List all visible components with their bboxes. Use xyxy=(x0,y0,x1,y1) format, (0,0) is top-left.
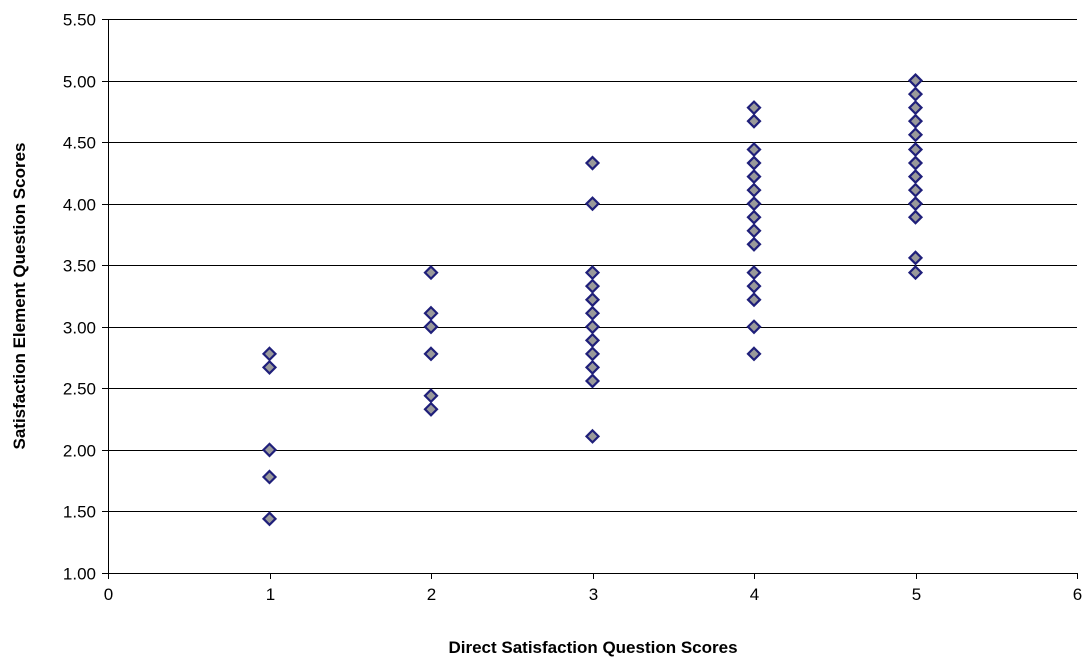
data-point xyxy=(584,278,601,294)
x-tick-label: 4 xyxy=(750,585,759,604)
data-point xyxy=(746,141,762,158)
data-point xyxy=(907,196,924,212)
data-point xyxy=(746,169,762,185)
data-point xyxy=(261,346,278,362)
data-point xyxy=(423,319,439,335)
y-tick-label: 1.00 xyxy=(63,565,96,584)
data-point xyxy=(907,141,924,158)
data-point xyxy=(584,346,601,362)
y-tick-label: 4.50 xyxy=(63,134,96,153)
y-tick-label: 2.00 xyxy=(63,442,96,461)
y-tick-label: 2.50 xyxy=(63,380,96,399)
y-axis-title: Satisfaction Element Question Scores xyxy=(10,142,29,449)
data-point xyxy=(746,236,762,252)
data-point xyxy=(746,113,762,129)
data-point xyxy=(584,305,601,321)
x-axis-title: Direct Satisfaction Question Scores xyxy=(448,638,737,657)
data-point xyxy=(746,100,762,116)
data-point xyxy=(261,469,278,485)
data-point xyxy=(261,442,278,458)
data-point xyxy=(423,265,439,281)
x-tick-label: 1 xyxy=(266,585,275,604)
data-point xyxy=(261,511,278,527)
data-point xyxy=(907,209,924,225)
y-tick-label: 4.00 xyxy=(63,196,96,215)
y-tick-labels: 1.00 1.50 2.00 2.50 3.00 3.50 4.00 4.50 5.00 5.50 xyxy=(63,11,96,584)
data-point xyxy=(423,401,439,417)
data-point xyxy=(746,319,762,335)
x-tick-label: 3 xyxy=(589,585,598,604)
data-point xyxy=(746,265,762,281)
y-tick-label: 1.50 xyxy=(63,503,96,522)
data-point xyxy=(907,127,924,143)
y-tick-label: 5.50 xyxy=(63,11,96,30)
data-point xyxy=(907,86,924,102)
y-tick-label: 5.00 xyxy=(63,73,96,92)
data-point xyxy=(261,359,278,375)
data-point xyxy=(584,292,601,308)
data-point xyxy=(907,265,924,281)
data-point xyxy=(907,100,924,116)
axes xyxy=(102,19,1078,579)
data-point xyxy=(907,250,924,266)
x-tick-label: 6 xyxy=(1073,585,1082,604)
y-tick-label: 3.00 xyxy=(63,319,96,338)
data-point xyxy=(584,373,601,389)
data-point xyxy=(907,113,924,129)
data-point xyxy=(746,155,762,171)
data-point xyxy=(584,319,601,335)
data-point xyxy=(746,209,762,225)
data-point xyxy=(746,182,762,198)
data-point xyxy=(746,292,762,308)
x-tick-labels: 0 1 2 3 4 5 6 xyxy=(104,585,1082,604)
data-point xyxy=(746,346,762,362)
x-tick-label: 5 xyxy=(912,585,921,604)
data-point xyxy=(584,359,601,375)
data-point xyxy=(907,169,924,185)
x-tick-label: 0 xyxy=(104,585,113,604)
data-point xyxy=(746,196,762,212)
data-point xyxy=(584,265,601,281)
data-point xyxy=(423,346,439,362)
data-point xyxy=(423,388,439,404)
data-point xyxy=(584,196,601,212)
data-point xyxy=(907,182,924,198)
data-point xyxy=(907,72,924,89)
data-point xyxy=(423,305,439,321)
x-tick-label: 2 xyxy=(427,585,436,604)
data-point xyxy=(584,332,601,348)
data-point xyxy=(907,155,924,171)
data-point xyxy=(746,223,762,239)
data-point xyxy=(584,155,601,171)
y-tick-label: 3.50 xyxy=(63,257,96,276)
data-point xyxy=(746,278,762,294)
data-point xyxy=(584,428,601,444)
data-points xyxy=(261,72,924,527)
